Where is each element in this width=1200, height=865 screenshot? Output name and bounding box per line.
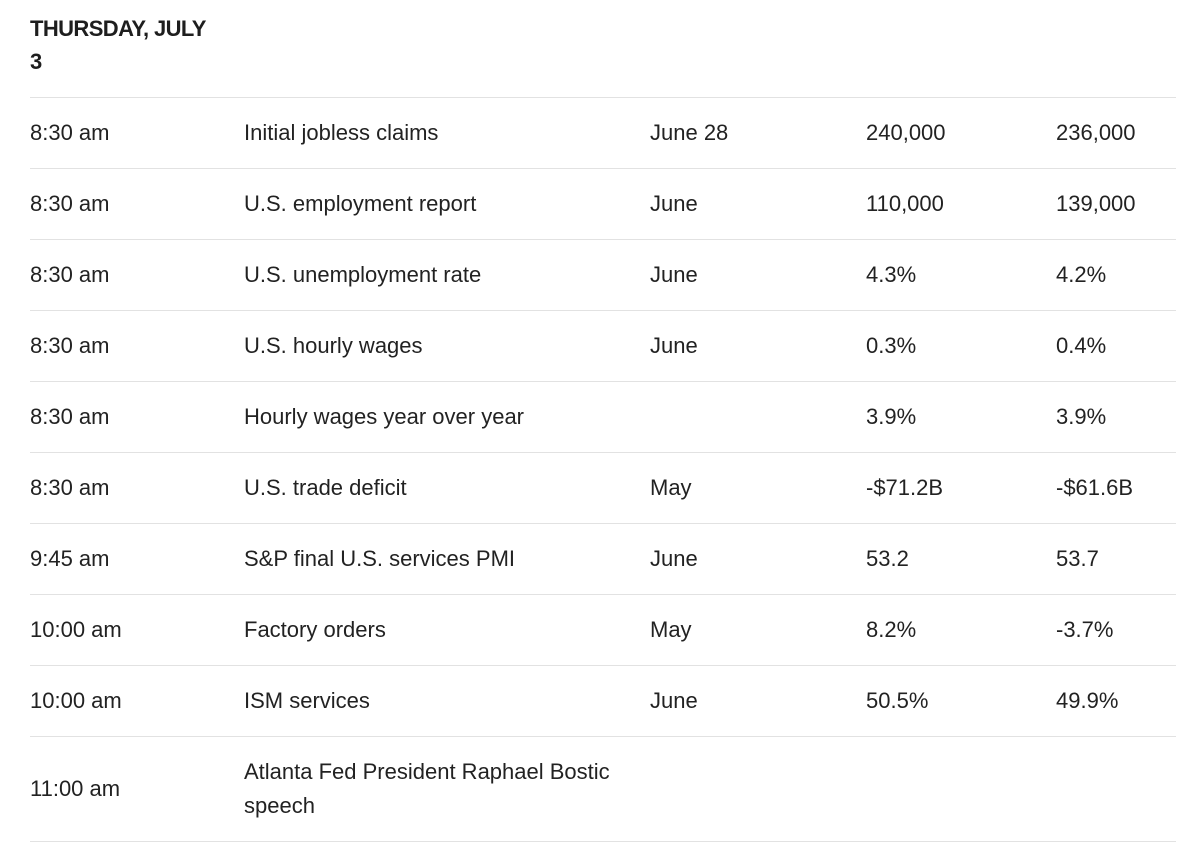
table-row: 8:30 am U.S. hourly wages June 0.3% 0.4% bbox=[30, 310, 1176, 382]
median-forecast-cell: 8.2% bbox=[866, 617, 917, 642]
report-cell: U.S. trade deficit bbox=[244, 475, 407, 500]
period-cell: June bbox=[650, 191, 698, 216]
table-row: 8:30 am Initial jobless claims June 28 2… bbox=[30, 97, 1176, 169]
report-cell: S&P final U.S. services PMI bbox=[244, 546, 516, 571]
previous-cell: 139,000 bbox=[1056, 191, 1136, 216]
table-row: 8:30 am Hourly wages year over year 3.9%… bbox=[30, 381, 1176, 453]
time-cell: 8:30 am bbox=[30, 262, 110, 287]
table-row: 10:00 am Factory orders May 8.2% -3.7% bbox=[30, 594, 1176, 666]
time-cell: 11:00 am bbox=[30, 776, 121, 801]
report-cell: Atlanta Fed President Raphael Bostic spe… bbox=[244, 759, 610, 818]
previous-cell: 53.7 bbox=[1056, 546, 1099, 571]
time-cell: 8:30 am bbox=[30, 191, 110, 216]
median-forecast-cell: 240,000 bbox=[866, 120, 946, 145]
median-forecast-cell: -$71.2B bbox=[866, 475, 944, 500]
period-cell: May bbox=[650, 475, 692, 500]
median-forecast-cell: 4.3% bbox=[866, 262, 917, 287]
period-cell bbox=[650, 382, 866, 453]
day-heading: THURSDAY, JULY 3 bbox=[30, 12, 230, 78]
median-forecast-cell: 53.2 bbox=[866, 546, 909, 571]
median-forecast-cell: 3.9% bbox=[866, 404, 917, 429]
report-cell: U.S. unemployment rate bbox=[244, 262, 482, 287]
time-cell: 8:30 am bbox=[30, 475, 110, 500]
time-cell: 8:30 am bbox=[30, 120, 110, 145]
median-forecast-cell: 50.5% bbox=[866, 688, 929, 713]
period-cell: June bbox=[650, 333, 698, 358]
median-forecast-cell: 0.3% bbox=[866, 333, 917, 358]
time-cell: 8:30 am bbox=[30, 404, 110, 429]
previous-cell: 4.2% bbox=[1056, 262, 1107, 287]
time-cell: 9:45 am bbox=[30, 546, 110, 571]
time-cell: 10:00 am bbox=[30, 688, 122, 713]
time-cell: 10:00 am bbox=[30, 617, 122, 642]
table-row: 9:45 am S&P final U.S. services PMI June… bbox=[30, 523, 1176, 595]
median-forecast-cell bbox=[866, 737, 1056, 842]
period-cell bbox=[650, 737, 866, 842]
report-cell: Initial jobless claims bbox=[244, 120, 439, 145]
report-cell: Hourly wages year over year bbox=[244, 404, 525, 429]
period-cell: June bbox=[650, 688, 698, 713]
table-row: 8:30 am U.S. trade deficit May -$71.2B -… bbox=[30, 452, 1176, 524]
table-row: 10:00 am ISM services June 50.5% 49.9% bbox=[30, 665, 1176, 737]
previous-cell: 236,000 bbox=[1056, 120, 1136, 145]
median-forecast-cell: 110,000 bbox=[866, 191, 944, 216]
previous-cell: 0.4% bbox=[1056, 333, 1107, 358]
report-cell: U.S. employment report bbox=[244, 191, 477, 216]
time-cell: 8:30 am bbox=[30, 333, 110, 358]
previous-cell: -3.7% bbox=[1056, 617, 1114, 642]
table-row: 8:30 am U.S. employment report June 110,… bbox=[30, 168, 1176, 240]
table-row: 8:30 am U.S. unemployment rate June 4.3%… bbox=[30, 239, 1176, 311]
period-cell: June bbox=[650, 546, 698, 571]
previous-cell: 49.9% bbox=[1056, 688, 1119, 713]
previous-cell: 3.9% bbox=[1056, 404, 1107, 429]
period-cell: May bbox=[650, 617, 692, 642]
previous-cell bbox=[1056, 737, 1176, 842]
report-cell: U.S. hourly wages bbox=[244, 333, 423, 358]
report-cell: ISM services bbox=[244, 688, 370, 713]
report-cell: Factory orders bbox=[244, 617, 386, 642]
table-row: 11:00 am Atlanta Fed President Raphael B… bbox=[30, 736, 1176, 842]
economic-calendar-table: 8:30 am Initial jobless claims June 28 2… bbox=[30, 97, 1176, 842]
previous-cell: -$61.6B bbox=[1056, 475, 1134, 500]
period-cell: June 28 bbox=[650, 120, 729, 145]
day-heading-date: 3 bbox=[30, 49, 42, 74]
day-heading-weekday-month: THURSDAY, JULY bbox=[30, 16, 206, 41]
period-cell: June bbox=[650, 262, 698, 287]
